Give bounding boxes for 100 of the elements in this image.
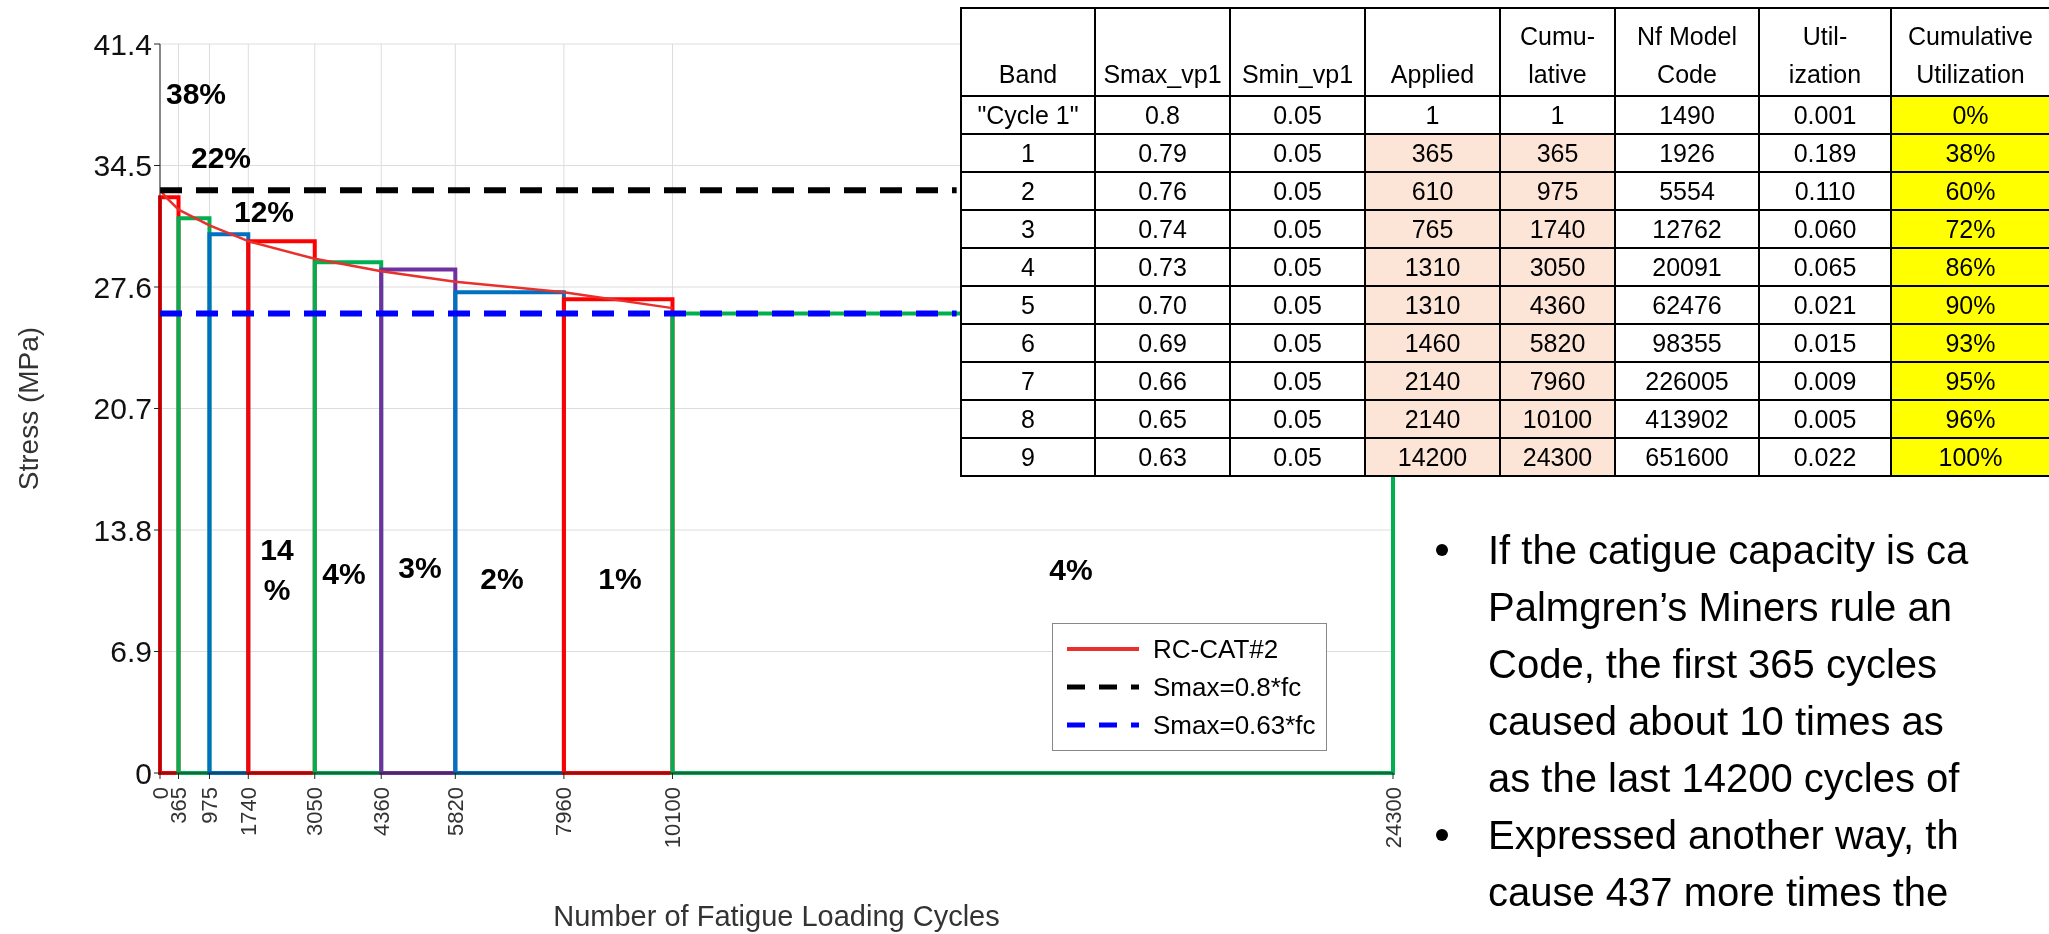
data-label: 365	[1500, 134, 1615, 172]
x-tick-label: Cumu- lative	[1500, 8, 1615, 96]
x-tick-label: Smax_vp1	[1095, 8, 1230, 96]
data-label: 0.060	[1759, 210, 1891, 248]
y-tick-label: 2	[961, 172, 1095, 210]
data-label: 651600	[1615, 438, 1759, 476]
data-label: 413902	[1615, 400, 1759, 438]
data-label: 0.189	[1759, 134, 1891, 172]
x-tick-label: 1740	[235, 787, 261, 836]
data-label: 3050	[1500, 248, 1615, 286]
data-label: 0.009	[1759, 362, 1891, 400]
data-label: 0.66	[1095, 362, 1230, 400]
y-tick-label: 41.4	[93, 27, 152, 61]
y-axis-title: Band	[961, 8, 1095, 96]
data-label: 0.110	[1759, 172, 1891, 210]
data-label: 1310	[1365, 286, 1500, 324]
data-label: 60%	[1891, 172, 2049, 210]
data-label: 0%	[1891, 96, 2049, 134]
data-label: 975	[1500, 172, 1615, 210]
annotation: 3%	[398, 550, 442, 586]
data-label: 86%	[1891, 248, 2049, 286]
annotation: 14 %	[260, 532, 294, 608]
data-label: 14200	[1365, 438, 1500, 476]
legend-label: Smax=0.63*fc	[1153, 709, 1316, 741]
data-label: 5554	[1615, 172, 1759, 210]
data-label: 0.05	[1230, 96, 1365, 134]
data-label: 20091	[1615, 248, 1759, 286]
data-label: 98355	[1615, 324, 1759, 362]
data-label: 0.63	[1095, 438, 1230, 476]
data-label: 610	[1365, 172, 1500, 210]
y-tick-label: 27.6	[93, 270, 152, 304]
data-label: 365	[1365, 134, 1500, 172]
data-label: 12762	[1615, 210, 1759, 248]
data-label: 24300	[1500, 438, 1615, 476]
data-label: 0.022	[1759, 438, 1891, 476]
data-label: 0.05	[1230, 324, 1365, 362]
data-label: 0.74	[1095, 210, 1230, 248]
y-axis-title: Stress (MPa)	[12, 326, 44, 491]
annotation: 22%	[190, 140, 252, 176]
annotation: 4%	[1049, 552, 1093, 588]
y-tick-label: 7	[961, 362, 1095, 400]
y-tick-label: 5	[961, 286, 1095, 324]
data-label: 0.05	[1230, 400, 1365, 438]
data-label: 0.05	[1230, 438, 1365, 476]
data-label: 1310	[1365, 248, 1500, 286]
data-label: 0.05	[1230, 172, 1365, 210]
x-tick-label: Applied	[1365, 8, 1500, 96]
data-label: 1	[1365, 96, 1500, 134]
annotation: 1%	[598, 561, 642, 597]
data-label: 0.065	[1759, 248, 1891, 286]
y-tick-label: 13.8	[93, 513, 152, 547]
data-label: 226005	[1615, 362, 1759, 400]
x-axis-title: Number of Fatigue Loading Cycles	[553, 900, 1000, 932]
data-label: 0.73	[1095, 248, 1230, 286]
data-label: 38%	[1891, 134, 2049, 172]
data-label: 10100	[1500, 400, 1615, 438]
data-label: 90%	[1891, 286, 2049, 324]
data-label: 0.69	[1095, 324, 1230, 362]
data-label: 1	[1500, 96, 1615, 134]
data-label: 0.8	[1095, 96, 1230, 134]
data-label: 1460	[1365, 324, 1500, 362]
data-label: 0.76	[1095, 172, 1230, 210]
data-label: 0.005	[1759, 400, 1891, 438]
data-label: 1740	[1500, 210, 1615, 248]
annotation: 12%	[233, 194, 295, 230]
x-tick-label: 24300	[1380, 787, 1406, 849]
data-label: 0.001	[1759, 96, 1891, 134]
data-label: 0.05	[1230, 248, 1365, 286]
data-label: 4360	[1500, 286, 1615, 324]
y-tick-label: 1	[961, 134, 1095, 172]
y-tick-label: 6	[961, 324, 1095, 362]
data-label: 7960	[1500, 362, 1615, 400]
x-tick-label: Cumulative Utilization	[1891, 8, 2049, 96]
y-tick-label: "Cycle 1"	[961, 96, 1095, 134]
data-label: 1926	[1615, 134, 1759, 172]
annotation: 38%	[165, 76, 227, 112]
x-tick-label: 975	[196, 787, 222, 824]
y-tick-label: 20.7	[93, 392, 152, 426]
legend-label: Smax=0.8*fc	[1153, 671, 1302, 703]
data-label: 5820	[1500, 324, 1615, 362]
data-label: 0.70	[1095, 286, 1230, 324]
y-tick-label: 3	[961, 210, 1095, 248]
data-label: 100%	[1891, 438, 2049, 476]
data-label: 1490	[1615, 96, 1759, 134]
data-label: 2140	[1365, 362, 1500, 400]
data-label: 0.05	[1230, 210, 1365, 248]
data-label: 2140	[1365, 400, 1500, 438]
data-label: 0.05	[1230, 134, 1365, 172]
y-tick-label: 4	[961, 248, 1095, 286]
legend-label: RC-CAT#2	[1153, 633, 1279, 665]
x-tick-label: 3050	[302, 787, 328, 836]
x-tick-label: 10100	[659, 787, 685, 849]
data-label: 0.021	[1759, 286, 1891, 324]
text: If the catigue capacity is ca Palmgren’s Miners rule an Code, the first 365 cycles caused about 10 times as as the last 14200 cycles of	[1488, 527, 1969, 802]
y-tick-label: 6.9	[110, 635, 152, 669]
x-tick-label: 4360	[368, 787, 394, 836]
data-label: 96%	[1891, 400, 2049, 438]
data-label: 0.05	[1230, 362, 1365, 400]
data-label: 765	[1365, 210, 1500, 248]
x-tick-label: Smin_vp1	[1230, 8, 1365, 96]
